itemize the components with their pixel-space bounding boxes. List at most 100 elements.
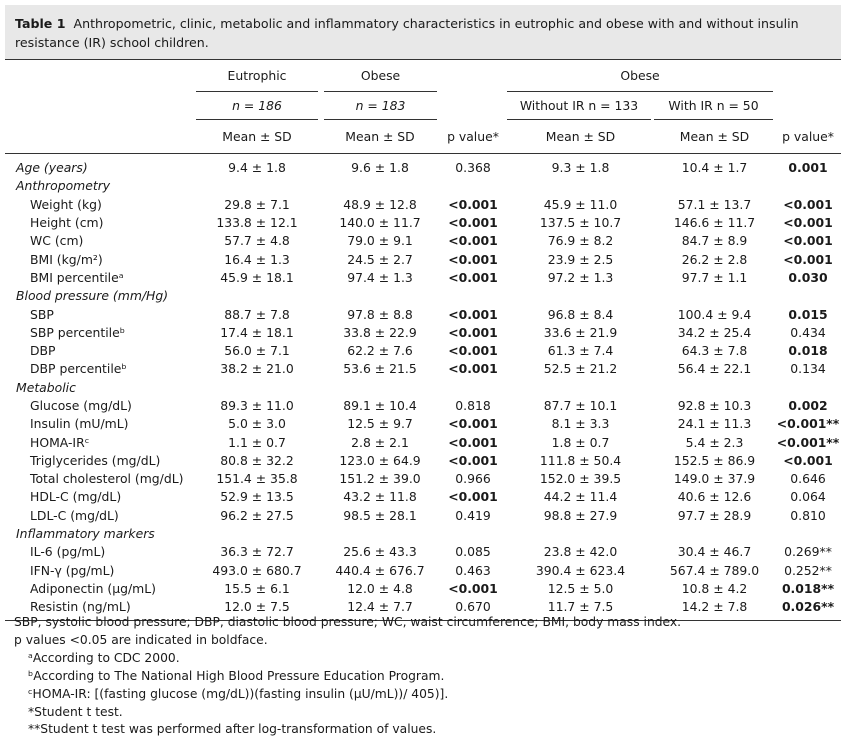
row-label: IL-6 (pg/mL) xyxy=(30,544,106,560)
mean-sd-cell: 5.4 ± 2.3 xyxy=(685,434,744,450)
p-value-cell: 0.064 xyxy=(790,489,826,505)
mean-sd-cell: 62.2 ± 7.6 xyxy=(347,343,413,359)
row-label: Height (cm) xyxy=(30,215,104,231)
mean-sd-cell: 33.6 ± 21.9 xyxy=(543,324,618,340)
mean-sd-cell: 57.7 ± 4.8 xyxy=(224,233,290,249)
table-row: LDL-C (mg/dL) 96.2 ± 27.5 98.5 ± 28.1 0.419… xyxy=(5,507,841,525)
mean-sd-cell: 493.0 ± 680.7 xyxy=(212,562,302,578)
footnote-line: **Student t test was performed after log… xyxy=(28,722,437,737)
mean-sd-cell: 567.4 ± 789.0 xyxy=(669,562,760,578)
p-value-cell: <0.001 xyxy=(448,251,498,267)
mean-sd-cell: 24.5 ± 2.7 xyxy=(347,251,413,267)
mean-sd-cell: 45.9 ± 18.1 xyxy=(220,269,294,285)
table-row: HOMA-IRᶜ 1.1 ± 0.7 2.8 ± 2.1 <0.001 1.8 ± 0.… xyxy=(5,433,841,451)
mean-sd-cell: 16.4 ± 1.3 xyxy=(224,251,290,267)
mean-sd-cell: 151.4 ± 35.8 xyxy=(216,471,298,487)
mean-sd-cell: 52.5 ± 21.2 xyxy=(543,361,618,377)
mean-sd-cell: 33.8 ± 22.9 xyxy=(343,324,417,340)
mean-sd-cell: 98.5 ± 28.1 xyxy=(343,507,417,523)
footnote-line: p values <0.05 are indicated in boldface… xyxy=(14,632,268,647)
row-label: SBP xyxy=(30,306,54,322)
mean-sd-cell: 12.4 ± 7.7 xyxy=(321,598,439,622)
p-value-cell: <0.001 xyxy=(448,580,498,596)
mean-sd-cell: 96.8 ± 8.4 xyxy=(547,306,614,322)
table-row: BMI percentileᵃ 45.9 ± 18.1 97.4 ± 1.3 <0.0… xyxy=(5,269,841,287)
p-value-cell: 0.434 xyxy=(790,324,826,340)
table-row: Total cholesterol (mg/dL) 151.4 ± 35.8 151… xyxy=(5,470,841,488)
p-value-cell: <0.001 xyxy=(783,196,833,212)
row-label: SBP percentileᵇ xyxy=(30,324,126,340)
p-value-cell: <0.001** xyxy=(776,416,840,432)
p-value-cell: 0.810 xyxy=(790,507,826,523)
mean-sd-cell: 152.0 ± 39.5 xyxy=(539,471,622,487)
table-row: Age (years) 9.4 ± 1.8 9.6 ± 1.8 0.368 9.3 ± … xyxy=(5,159,841,177)
mean-sd-cell: 97.7 ± 28.9 xyxy=(677,507,752,523)
table-row: BMI (kg/m²) 16.4 ± 1.3 24.5 ± 2.7 <0.001 23.… xyxy=(5,250,841,268)
mean-sd-cell: 123.0 ± 64.9 xyxy=(339,452,421,468)
table-row: Adiponectin (μg/mL) 15.5 ± 6.1 12.0 ± 4.8 <… xyxy=(5,580,841,598)
p-value-cell: <0.001 xyxy=(783,215,833,231)
section-label: Inflammatory markers xyxy=(16,526,155,542)
mean-sd-cell: 12.5 ± 5.0 xyxy=(547,580,614,596)
p-value-cell: <0.001 xyxy=(783,452,833,468)
mean-sd-cell: 1.8 ± 0.7 xyxy=(551,434,610,450)
mean-sd-cell: 52.9 ± 13.5 xyxy=(220,489,294,505)
header-row-n: n = 186 n = 183 Without IR n = 133 With … xyxy=(5,92,841,120)
p-value-cell: 0.002 xyxy=(788,398,828,413)
mean-sd-cell: 152.5 ± 86.9 xyxy=(673,452,756,468)
table-row: Resistin (ng/mL) 12.0 ± 7.5 12.4 ± 7.7 0.67… xyxy=(5,598,842,622)
mean-sd-cell: 9.6 ± 1.8 xyxy=(351,160,409,176)
p-value-cell: 0.269** xyxy=(784,544,832,560)
caption-text: Anthropometric, clinic, metabolic and in… xyxy=(15,16,799,50)
table-caption: Table 1 Anthropometric, clinic, metabolic… xyxy=(5,5,841,59)
mean-sd-cell: 100.4 ± 9.4 xyxy=(677,306,752,322)
mean-sd-cell: 79.0 ± 9.1 xyxy=(347,233,413,249)
header-row-groups: Eutrophic Obese Obese xyxy=(5,59,842,92)
mean-sd-cell: 61.3 ± 7.4 xyxy=(547,343,614,359)
p-value-2: p value* xyxy=(775,120,842,154)
mean-sd-cell: 96.2 ± 27.5 xyxy=(220,507,294,523)
p-value-cell: 0.018** xyxy=(781,580,835,596)
p-value-cell: 0.646 xyxy=(790,471,826,487)
mean-sd-cell: 97.7 ± 1.1 xyxy=(681,269,748,285)
col-obese: Obese xyxy=(324,60,437,92)
mean-sd-cell: 44.2 ± 11.4 xyxy=(543,489,618,505)
p-value-cell: 0.026** xyxy=(775,598,842,622)
p-value-cell: <0.001 xyxy=(448,416,498,432)
table-row: HDL-C (mg/dL) 52.9 ± 13.5 43.2 ± 11.8 <0.00… xyxy=(5,488,841,506)
mean-sd-cell: 23.8 ± 42.0 xyxy=(543,544,618,560)
mean-sd-cell: 17.4 ± 18.1 xyxy=(220,324,294,340)
mean-sd-cell: 1.1 ± 0.7 xyxy=(228,434,286,450)
row-label: DBP xyxy=(30,343,56,359)
row-label: WC (cm) xyxy=(30,233,84,249)
mean-sd-cell: 36.3 ± 72.7 xyxy=(220,544,294,560)
n-eutrophic: n = 186 xyxy=(196,92,318,120)
section-row: Anthropometry xyxy=(5,177,841,195)
p-value-cell: <0.001 xyxy=(448,452,498,468)
mean-sd-cell: 89.3 ± 11.0 xyxy=(220,398,294,413)
p-value-cell: 0.252** xyxy=(784,562,832,578)
data-table: Eutrophic Obese Obese n = 186 n = 183 Wi… xyxy=(5,59,842,622)
mean-sd-cell: 8.1 ± 3.3 xyxy=(551,416,610,432)
mean-sd-cell: 390.4 ± 623.4 xyxy=(535,562,626,578)
mean-sd-cell: 12.5 ± 9.7 xyxy=(347,416,413,432)
p-value-cell: <0.001 xyxy=(448,324,498,340)
table-row: Weight (kg) 29.8 ± 7.1 48.9 ± 12.8 <0.001 45… xyxy=(5,196,841,214)
mean-sd-cell: 88.7 ± 7.8 xyxy=(224,306,290,322)
table-row: WC (cm) 57.7 ± 4.8 79.0 ± 9.1 <0.001 76.9 ± … xyxy=(5,232,841,250)
mean-sd-cell: 97.2 ± 1.3 xyxy=(547,269,614,285)
table-row: SBP percentileᵇ 17.4 ± 18.1 33.8 ± 22.9 <0.… xyxy=(5,324,841,342)
mean-sd-cell: 25.6 ± 43.3 xyxy=(343,544,417,560)
mean-sd-cell: 5.0 ± 3.0 xyxy=(228,416,286,432)
p-value-cell: 0.463 xyxy=(455,562,491,578)
mean-sd-cell: 24.1 ± 11.3 xyxy=(677,416,752,432)
row-label: HOMA-IRᶜ xyxy=(30,434,90,450)
caption-label: Table 1 xyxy=(15,16,66,31)
mean-sd-cell: 38.2 ± 21.0 xyxy=(220,361,294,377)
p-value-cell: <0.001 xyxy=(783,251,833,267)
section-label: Anthropometry xyxy=(16,178,111,194)
mean-sd-cell: 12.0 ± 7.5 xyxy=(193,598,321,622)
row-label: Triglycerides (mg/dL) xyxy=(30,452,161,468)
table-row: DBP percentileᵇ 38.2 ± 21.0 53.6 ± 21.5 <0.… xyxy=(5,360,841,378)
